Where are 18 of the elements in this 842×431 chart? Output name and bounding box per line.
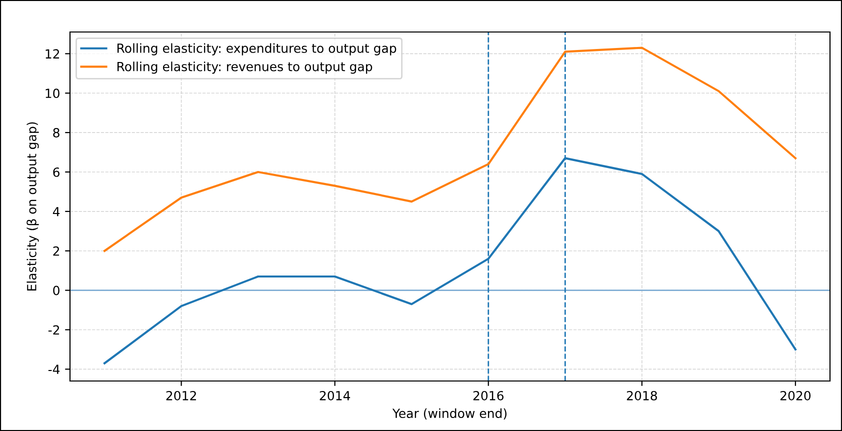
x-axis-title: Year (window end) <box>392 408 506 420</box>
y-tick-label: 2 <box>53 246 60 256</box>
x-tick-label: 2016 <box>473 390 504 400</box>
x-tick-label: 2012 <box>166 390 196 400</box>
y-tick-label: -2 <box>48 325 60 334</box>
legend-label: Rolling elasticity: revenues to output gap <box>117 62 372 74</box>
legend-label: Rolling elasticity: expenditures to output gap <box>117 43 396 56</box>
x-tick-label: 2018 <box>626 390 657 400</box>
y-tick-label: 6 <box>53 167 60 177</box>
y-tick-label: 0 <box>53 286 60 296</box>
y-tick-label: 12 <box>46 49 60 58</box>
y-tick-label: 4 <box>52 207 60 216</box>
y-tick-label: 8 <box>53 128 60 138</box>
x-tick-label: 2020 <box>780 390 811 400</box>
x-tick-label: 2014 <box>320 390 350 400</box>
y-tick-label: 10 <box>46 88 60 98</box>
y-tick-label: -4 <box>48 364 60 374</box>
y-axis-title: Elasticity (β on output gap) <box>26 122 39 291</box>
